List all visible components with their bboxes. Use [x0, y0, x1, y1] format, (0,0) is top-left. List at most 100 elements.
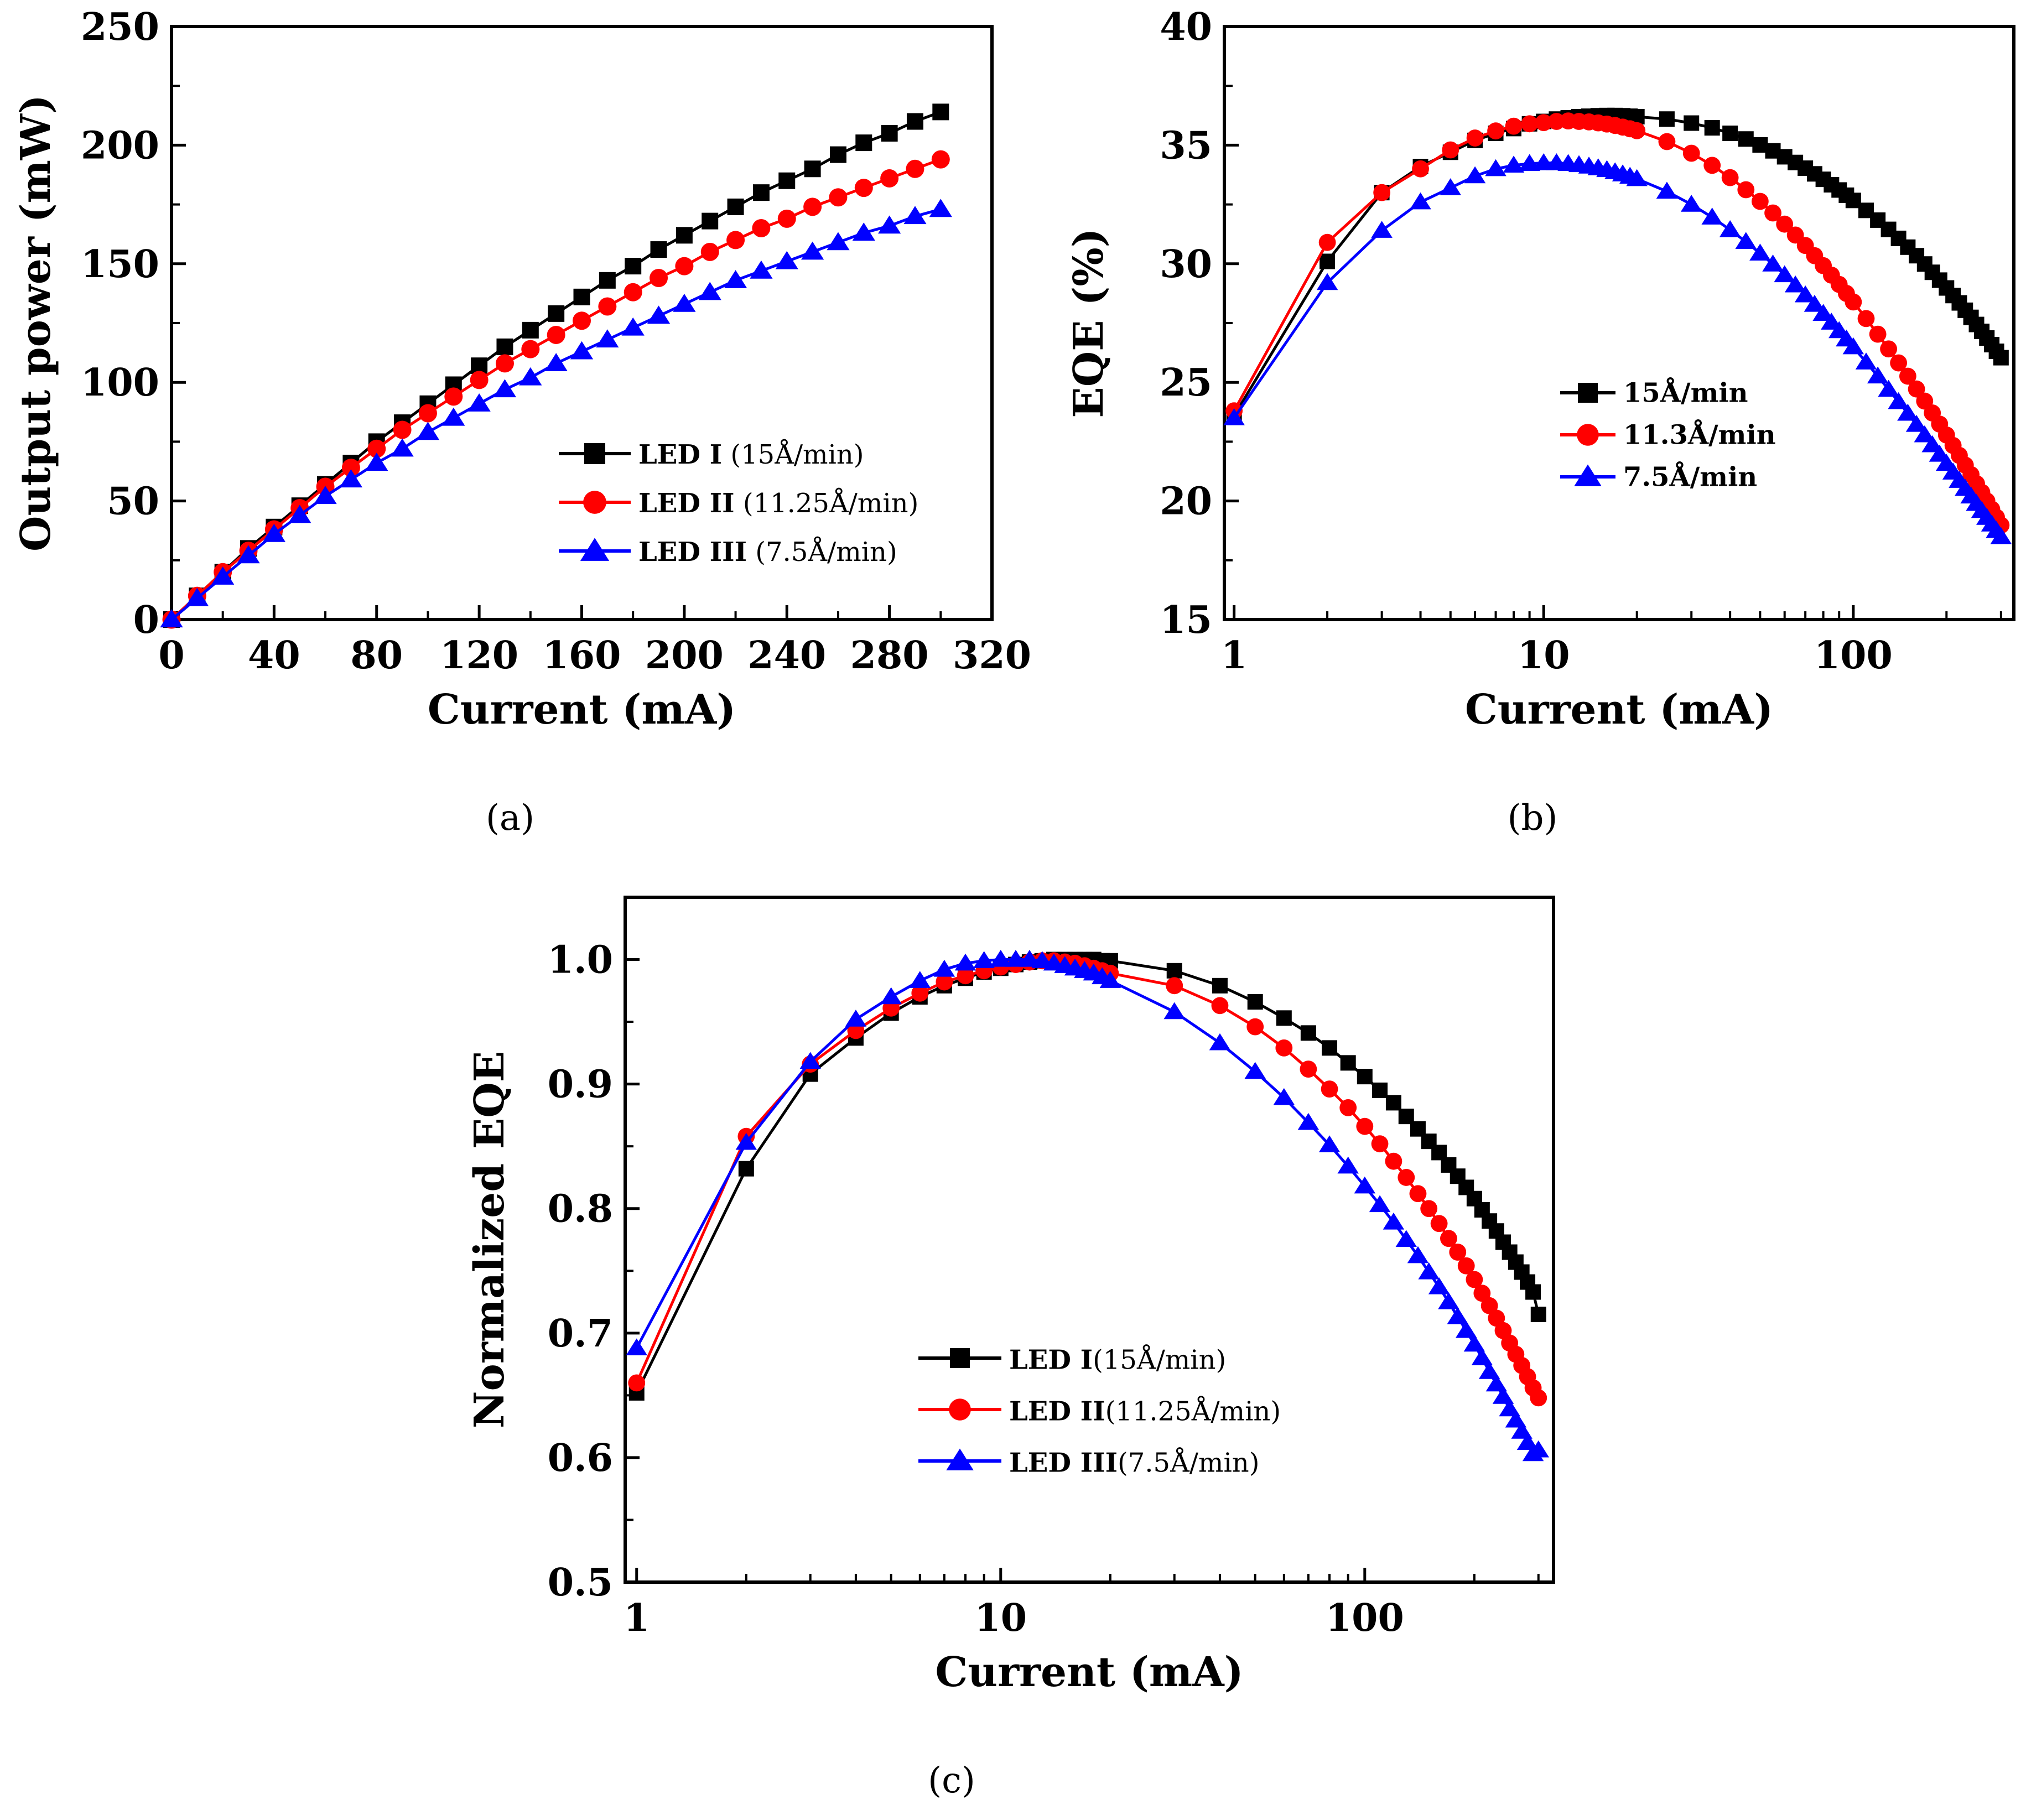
marker-triangle: [673, 293, 696, 312]
marker-triangle: [1888, 392, 1909, 409]
marker-square: [1166, 963, 1182, 979]
marker-circle: [936, 973, 953, 991]
marker-triangle: [933, 960, 955, 977]
marker-triangle: [1485, 159, 1506, 176]
marker-circle: [1440, 1230, 1457, 1247]
legend-label-detail: (7.5Å/min): [1118, 1447, 1259, 1478]
marker-square: [702, 212, 719, 230]
series-3: [160, 199, 952, 628]
x-tick-label: 100: [1326, 1596, 1404, 1640]
marker-triangle: [1804, 295, 1826, 312]
marker-circle: [1480, 1297, 1498, 1314]
marker-triangle: [1369, 1195, 1391, 1213]
x-tick-label: 160: [543, 633, 621, 678]
marker-triangle: [1897, 403, 1919, 421]
x-axis-label: Current (mA): [1465, 686, 1773, 734]
y-tick-label: 25: [1160, 361, 1212, 405]
marker-square: [1738, 131, 1754, 147]
marker-square: [932, 103, 949, 121]
marker-circle: [628, 1374, 646, 1392]
marker-triangle: [1574, 464, 1602, 486]
marker-triangle: [1503, 155, 1525, 173]
marker-triangle: [626, 1338, 647, 1355]
marker-circle: [1457, 1257, 1475, 1275]
marker-triangle: [1842, 337, 1864, 355]
marker-triangle: [262, 523, 285, 542]
marker-circle: [1166, 977, 1183, 995]
y-tick-label: 0.7: [548, 1312, 613, 1356]
marker-triangle: [1354, 1176, 1376, 1194]
marker-square: [881, 124, 898, 142]
marker-square: [1525, 1284, 1541, 1300]
marker-triangle: [827, 232, 850, 251]
marker-triangle: [799, 1052, 821, 1069]
marker-circle: [1776, 215, 1794, 233]
marker-circle: [880, 169, 899, 188]
marker-triangle: [1005, 950, 1027, 967]
marker-square: [1372, 1082, 1388, 1098]
x-tick-label: 1: [1221, 633, 1247, 678]
y-tick-label: 150: [81, 242, 159, 287]
marker-circle: [949, 1398, 971, 1421]
marker-circle: [700, 242, 719, 261]
y-tick-label: 1.0: [548, 938, 613, 982]
marker-triangle: [442, 407, 465, 426]
legend-label: LED II(11.25Å/min): [1009, 1395, 1281, 1427]
marker-square: [573, 288, 590, 305]
legend-label: LED II (11.25Å/min): [638, 487, 918, 519]
marker-triangle: [1784, 275, 1806, 293]
marker-triangle: [1749, 243, 1771, 261]
marker-square: [496, 338, 513, 355]
marker-triangle: [1485, 1374, 1508, 1392]
y-tick-label: 0.6: [548, 1436, 613, 1480]
y-axis-label: EQE (%): [1065, 228, 1113, 418]
marker-circle: [573, 311, 591, 330]
marker-square: [1993, 350, 2009, 366]
marker-square: [778, 172, 796, 189]
marker-triangle: [391, 438, 414, 457]
legend-label-main: LED I: [638, 439, 722, 470]
x-tick-label: 10: [1518, 633, 1570, 678]
marker-triangle: [1878, 379, 1899, 397]
marker-circle: [1869, 325, 1887, 343]
marker-triangle: [1371, 221, 1393, 238]
marker-triangle: [1812, 304, 1834, 321]
marker-circle: [911, 984, 929, 1002]
y-tick-label: 200: [81, 123, 159, 168]
marker-circle: [1412, 160, 1429, 178]
marker-circle: [957, 967, 974, 985]
marker-circle: [1658, 133, 1676, 150]
x-tick-label: 320: [953, 633, 1031, 678]
marker-circle: [1628, 122, 1646, 139]
marker-circle: [1530, 1389, 1547, 1407]
marker-square: [584, 443, 605, 464]
marker-triangle: [1316, 273, 1338, 290]
chart-a: 0 50 100 150 200 250 0 40 80 120 160 200 240 280 320 Cu…: [12, 5, 1031, 839]
marker-circle: [1356, 1117, 1374, 1135]
legend-label-main: LED III: [638, 537, 747, 568]
legend-label-main: LED I: [1009, 1344, 1093, 1375]
marker-square: [1659, 111, 1675, 127]
series-line: [1233, 114, 2002, 417]
marker-triangle: [467, 393, 491, 412]
marker-circle: [1535, 114, 1552, 132]
marker-circle: [521, 340, 540, 358]
marker-triangle: [852, 222, 875, 241]
y-tick-label: 0.8: [548, 1187, 613, 1231]
marker-triangle: [1163, 1002, 1185, 1020]
marker-triangle: [1244, 1062, 1266, 1079]
y-axis-label: Normalized EQE: [466, 1051, 513, 1428]
marker-triangle: [880, 987, 902, 1005]
y-tick-label: 15: [1160, 598, 1212, 642]
marker-circle: [1488, 1309, 1505, 1327]
marker-triangle: [1478, 1362, 1500, 1379]
marker-circle: [1211, 997, 1229, 1015]
marker-triangle: [1447, 1307, 1469, 1324]
marker-circle: [1398, 1169, 1415, 1186]
legend-label: LED I(15Å/min): [1009, 1344, 1226, 1375]
marker-triangle: [1719, 220, 1741, 237]
legend-label-detail: (11.25Å/min): [735, 487, 919, 519]
panel-caption: (b): [1508, 798, 1558, 839]
marker-triangle: [735, 1132, 757, 1150]
marker-circle: [624, 283, 642, 301]
